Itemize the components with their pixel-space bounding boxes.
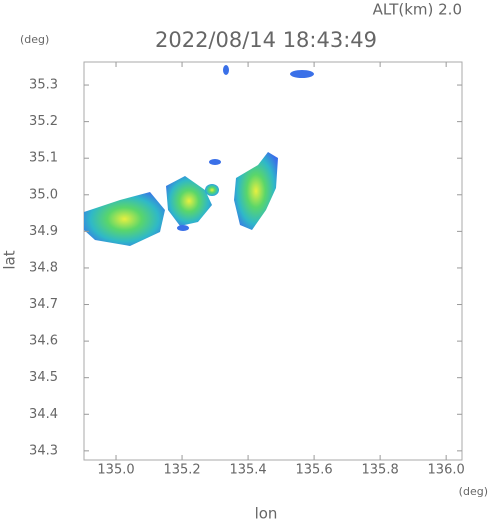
echo-cell [223,65,229,75]
echo-cell [290,70,314,78]
altitude-label: ALT(km) 2.0 [373,1,462,19]
y-tick-label: 34.7 [29,297,58,312]
y-tick-label: 34.5 [29,370,58,385]
radar-echoes [84,65,314,246]
echo-cell [205,184,219,196]
y-tick-label: 35.0 [29,187,58,202]
echo-cell [234,152,278,230]
y-tick-label: 34.9 [29,224,58,239]
echo-cell [84,192,165,246]
y-tick-label: 34.6 [29,334,58,349]
y-axis-label: lat [1,250,19,269]
x-tick-label: 135.0 [97,463,134,478]
echo-cell [166,176,212,226]
x-tick-label: 135.2 [163,463,200,478]
x-tick-label: 135.8 [362,463,399,478]
x-tick-label: 136.0 [428,463,465,478]
chart-title: 2022/08/14 18:43:49 [155,28,377,52]
x-axis-label: lon [255,505,278,522]
x-tick-label: 135.4 [229,463,266,478]
y-unit: (deg) [20,33,49,46]
y-tick-label: 35.1 [29,151,58,166]
y-tick-label: 34.3 [29,443,58,458]
echo-cell [209,159,221,165]
plot-frame [83,61,463,461]
y-tick-label: 35.3 [29,78,58,93]
echo-cell [177,225,189,231]
y-tick-label: 34.8 [29,260,58,275]
y-tick-label: 34.4 [29,407,58,422]
y-tick-label: 35.2 [29,114,58,129]
x-unit: (deg) [459,485,488,498]
x-tick-label: 135.6 [295,463,332,478]
